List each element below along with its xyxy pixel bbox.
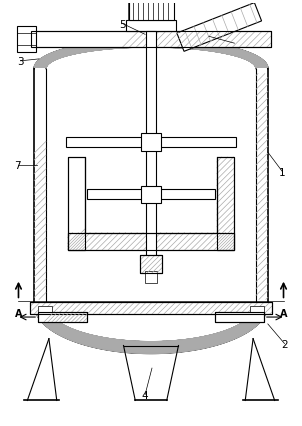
- Bar: [140, 256, 162, 273]
- Bar: [215, 312, 264, 322]
- Bar: [68, 158, 85, 251]
- Text: 5: 5: [119, 20, 126, 29]
- Bar: [38, 307, 52, 312]
- Bar: [17, 27, 36, 53]
- Bar: [68, 233, 234, 251]
- Text: 6: 6: [231, 39, 238, 49]
- Bar: [127, 20, 175, 32]
- Text: 4: 4: [142, 390, 148, 400]
- Bar: [68, 233, 234, 251]
- Text: A: A: [280, 308, 287, 319]
- Text: 1: 1: [279, 167, 286, 177]
- Bar: [87, 190, 146, 200]
- Bar: [38, 312, 87, 322]
- Bar: [31, 32, 271, 48]
- Text: 7: 7: [14, 161, 21, 170]
- Bar: [66, 138, 146, 148]
- Bar: [146, 32, 156, 270]
- Bar: [30, 302, 272, 314]
- Bar: [164, 3, 174, 20]
- Bar: [217, 158, 234, 251]
- Text: 2: 2: [281, 339, 288, 349]
- Bar: [141, 134, 161, 152]
- Bar: [30, 302, 272, 314]
- Text: A: A: [15, 308, 22, 319]
- Bar: [31, 32, 271, 48]
- Bar: [68, 158, 85, 251]
- Bar: [156, 138, 236, 148]
- Text: 3: 3: [17, 57, 24, 67]
- Bar: [129, 0, 174, 20]
- Polygon shape: [177, 3, 262, 52]
- Bar: [215, 312, 264, 322]
- Bar: [141, 186, 161, 204]
- Bar: [145, 271, 157, 283]
- Bar: [38, 312, 87, 322]
- Bar: [156, 190, 215, 200]
- Bar: [128, 3, 138, 20]
- Bar: [217, 158, 234, 251]
- Bar: [250, 307, 264, 312]
- Bar: [140, 256, 162, 273]
